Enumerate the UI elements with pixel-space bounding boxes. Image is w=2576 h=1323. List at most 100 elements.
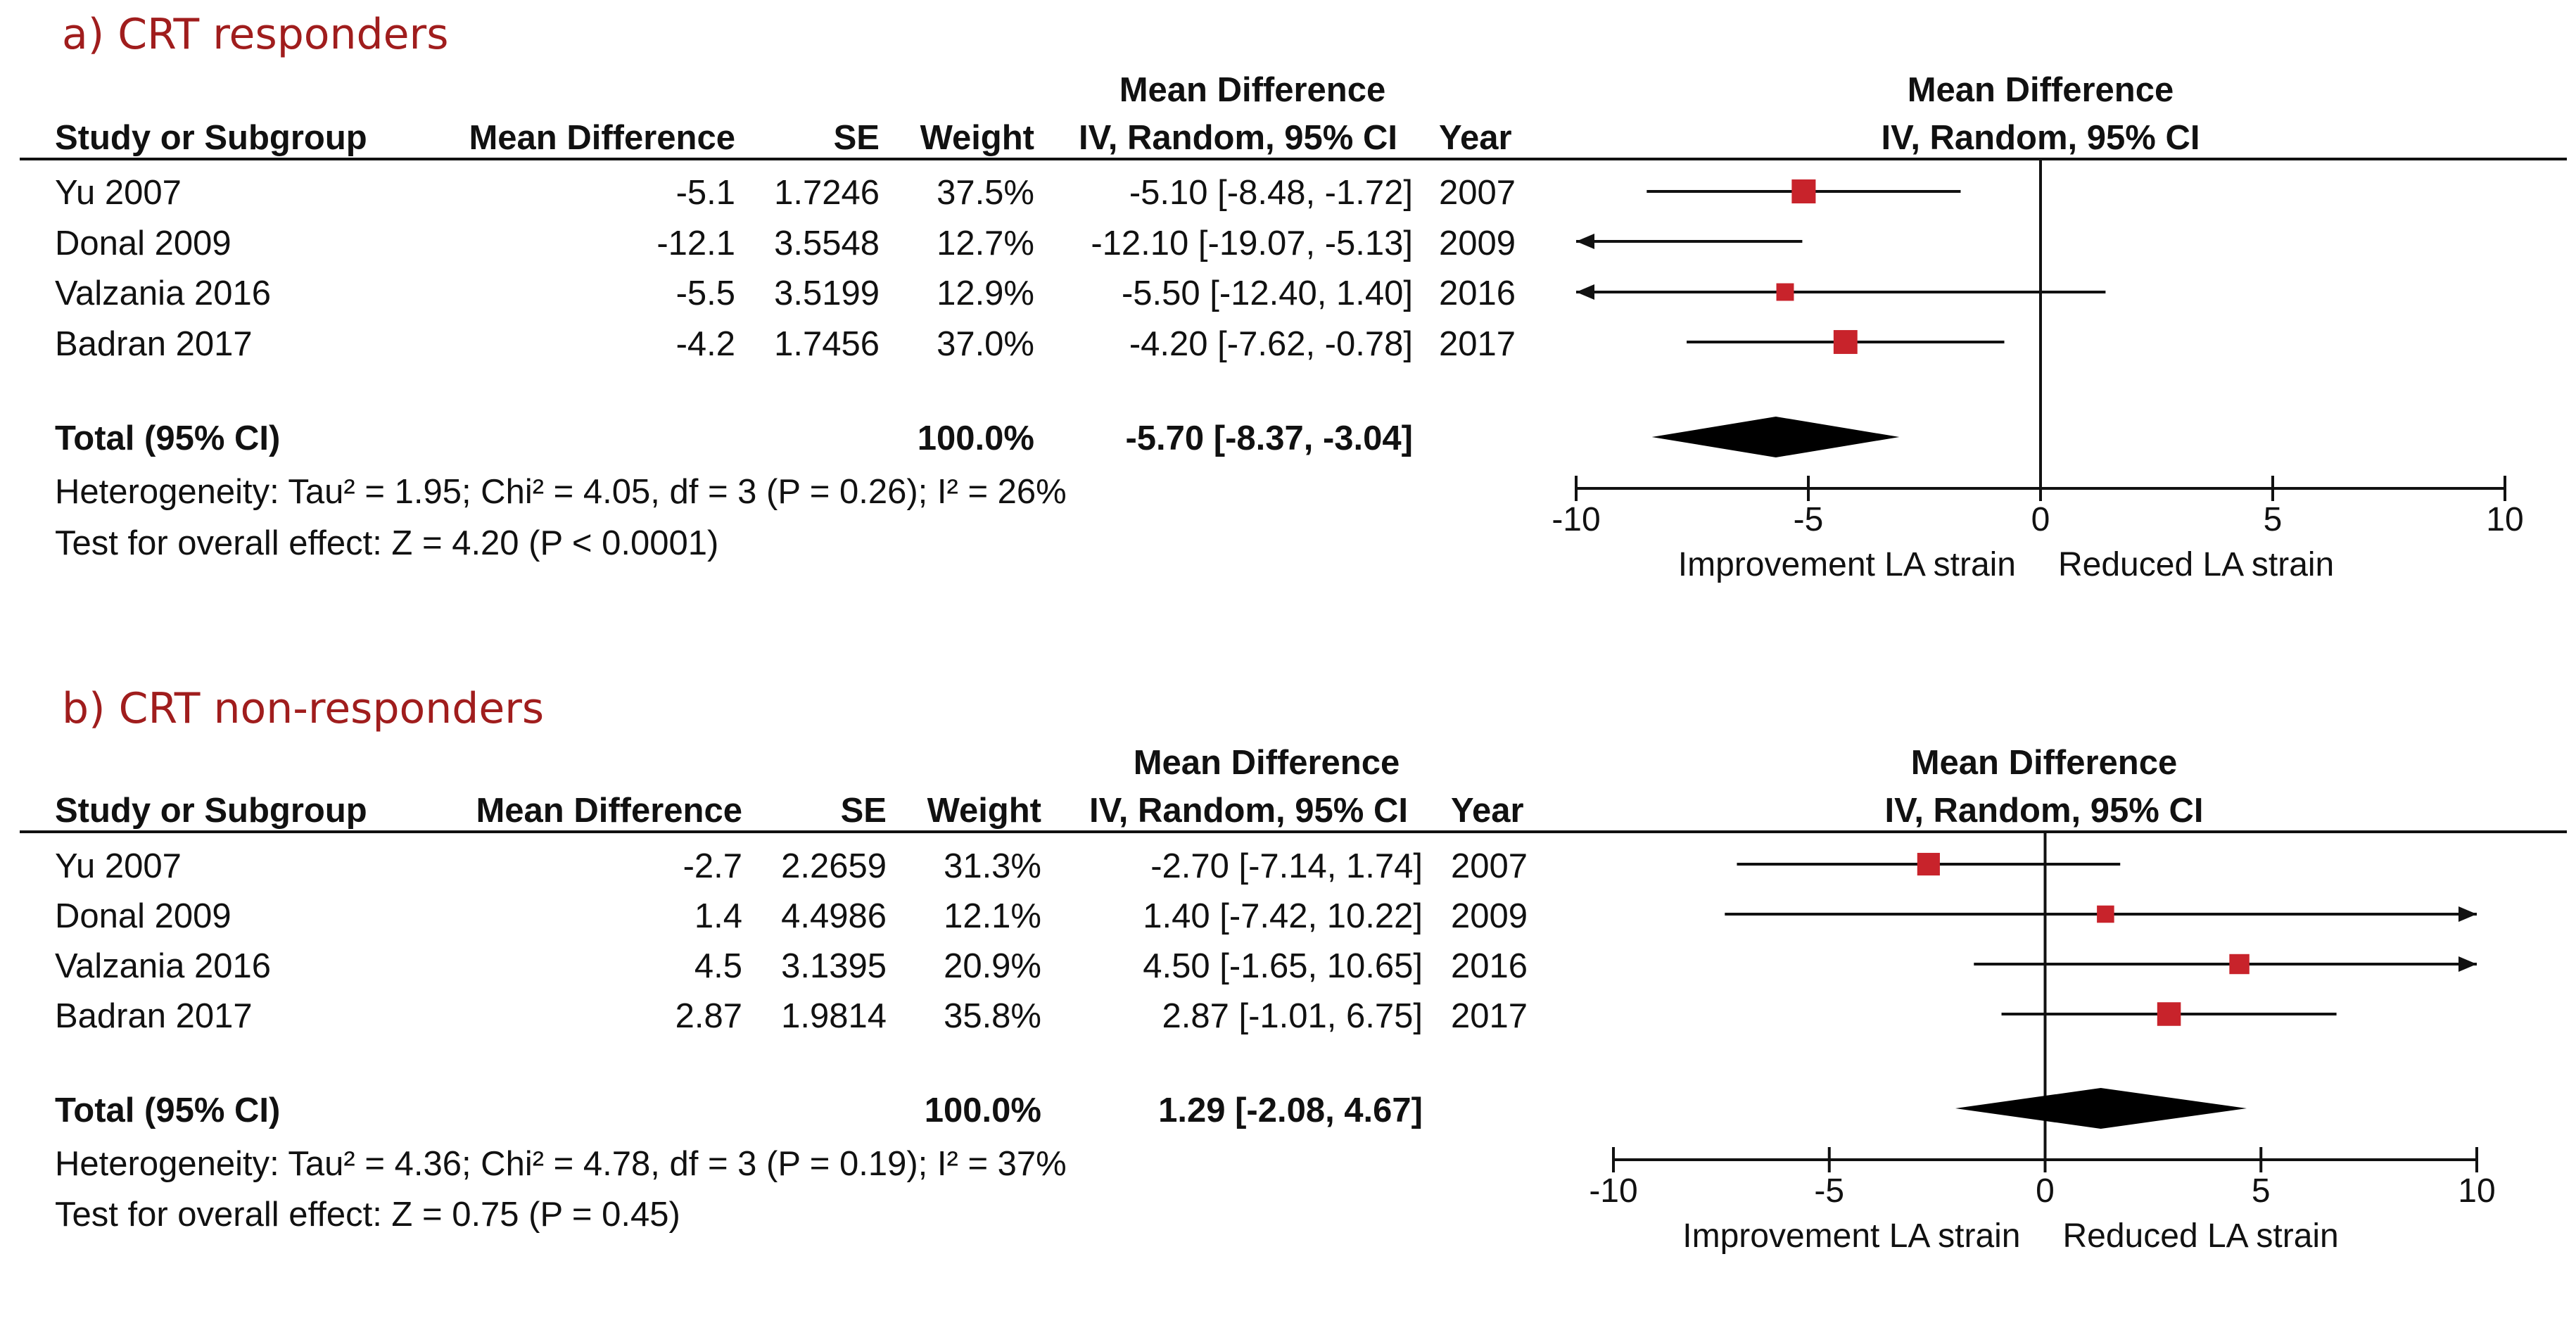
study-weight: 37.5% — [937, 174, 1034, 212]
study-mean-difference: -12.1 — [656, 224, 735, 262]
study-ci: -5.50 [-12.40, 1.40] — [1121, 274, 1413, 312]
study-year: 2009 — [1451, 897, 1528, 935]
study-weight: 12.7% — [937, 224, 1034, 262]
favours-left-label: Improvement LA strain — [1682, 1217, 2020, 1255]
x-tick-label: 0 — [2031, 501, 2050, 538]
study-name: Donal 2009 — [55, 897, 231, 935]
year-column-header: Year — [1451, 792, 1524, 830]
study-name: Yu 2007 — [55, 847, 182, 885]
heterogeneity-text: Heterogeneity: Tau² = 4.36; Chi² = 4.78,… — [55, 1145, 1067, 1183]
se-column-header: SE — [833, 119, 880, 157]
se-column-header: SE — [840, 792, 887, 830]
favours-left-label: Improvement LA strain — [1678, 546, 2016, 583]
study-mean-difference: -4.2 — [675, 325, 735, 363]
total-ci: -5.70 [-8.37, -3.04] — [1125, 419, 1413, 457]
x-tick-label: 5 — [2264, 501, 2283, 538]
point-estimate-marker — [2157, 1002, 2181, 1026]
study-weight: 20.9% — [944, 947, 1041, 985]
study-weight: 12.1% — [944, 897, 1041, 935]
ci-column-header: IV, Random, 95% CI — [1089, 792, 1408, 830]
x-tick-label: -10 — [1589, 1172, 1637, 1210]
header-rule — [20, 158, 2567, 160]
x-tick-label: 5 — [2252, 1172, 2271, 1210]
study-ci: -12.10 [-19.07, -5.13] — [1091, 224, 1413, 262]
study-se: 3.5548 — [774, 224, 880, 262]
study-se: 3.1395 — [781, 947, 887, 985]
study-year: 2009 — [1439, 224, 1516, 262]
total-label: Total (95% CI) — [55, 419, 281, 457]
plot-header-bottom: IV, Random, 95% CI — [1881, 119, 2200, 157]
study-se: 4.4986 — [781, 897, 887, 935]
year-column-header: Year — [1439, 119, 1512, 157]
x-tick-label: 0 — [2036, 1172, 2055, 1210]
pooled-diamond — [1955, 1088, 2247, 1129]
total-ci: 1.29 [-2.08, 4.67] — [1158, 1091, 1423, 1129]
point-estimate-marker — [1776, 283, 1794, 301]
total-weight: 100.0% — [917, 419, 1034, 457]
study-ci: -5.10 [-8.48, -1.72] — [1129, 174, 1413, 212]
study-name: Badran 2017 — [55, 997, 253, 1035]
point-estimate-marker — [2097, 905, 2114, 923]
study-se: 1.7246 — [774, 174, 880, 212]
forest-panel-responders: a) CRT responders Mean Difference Mean D… — [0, 0, 2576, 649]
study-mean-difference: 2.87 — [675, 997, 742, 1035]
weight-column-header: Weight — [920, 119, 1034, 157]
study-ci: -2.70 [-7.14, 1.74] — [1150, 847, 1423, 885]
forest-panel-non-responders: b) CRT non-responders Mean Difference Me… — [0, 674, 2576, 1323]
pooled-diamond — [1651, 417, 1900, 457]
panel-title: a) CRT responders — [62, 10, 449, 59]
panel-title: b) CRT non-responders — [62, 684, 545, 733]
study-mean-difference: -5.1 — [675, 174, 735, 212]
study-name: Donal 2009 — [55, 224, 231, 262]
study-year: 2007 — [1451, 847, 1528, 885]
favours-right-label: Reduced LA strain — [2058, 546, 2334, 583]
x-tick-label: 10 — [2458, 1172, 2495, 1210]
mean-difference-column-header: Mean Difference — [469, 119, 735, 157]
ci-arrow-right — [2458, 906, 2477, 922]
study-ci: 1.40 [-7.42, 10.22] — [1143, 897, 1423, 935]
study-mean-difference: 4.5 — [694, 947, 742, 985]
study-se: 1.9814 — [781, 997, 887, 1035]
point-estimate-marker — [2229, 954, 2250, 975]
study-weight: 31.3% — [944, 847, 1041, 885]
study-se: 3.5199 — [774, 274, 880, 312]
plot-header-top: Mean Difference — [1907, 71, 2174, 109]
study-mean-difference: -2.7 — [683, 847, 742, 885]
study-weight: 37.0% — [937, 325, 1034, 363]
study-column-header: Study or Subgroup — [55, 792, 367, 830]
study-name: Valzania 2016 — [55, 947, 271, 985]
ci-arrow-left — [1576, 234, 1594, 249]
study-year: 2016 — [1439, 274, 1516, 312]
study-mean-difference: -5.5 — [675, 274, 735, 312]
ci-column-header: IV, Random, 95% CI — [1079, 119, 1397, 157]
study-mean-difference: 1.4 — [694, 897, 742, 935]
x-tick-label: -5 — [1794, 501, 1824, 538]
study-ci: -4.20 [-7.62, -0.78] — [1129, 325, 1413, 363]
study-weight: 12.9% — [937, 274, 1034, 312]
study-name: Valzania 2016 — [55, 274, 271, 312]
point-estimate-marker — [1917, 852, 1940, 876]
plot-header-top: Mean Difference — [1910, 744, 2178, 782]
x-tick-label: -10 — [1552, 501, 1600, 538]
study-weight: 35.8% — [944, 997, 1041, 1035]
header-rule — [20, 830, 2567, 833]
favours-right-label: Reduced LA strain — [2063, 1217, 2339, 1255]
heterogeneity-text: Heterogeneity: Tau² = 1.95; Chi² = 4.05,… — [55, 473, 1067, 511]
study-name: Badran 2017 — [55, 325, 253, 363]
total-weight: 100.0% — [924, 1091, 1041, 1129]
point-estimate-marker — [1833, 330, 1858, 354]
overall-effect-text: Test for overall effect: Z = 4.20 (P < 0… — [55, 524, 719, 562]
study-year: 2016 — [1451, 947, 1528, 985]
study-se: 1.7456 — [774, 325, 880, 363]
total-label: Total (95% CI) — [55, 1091, 281, 1129]
study-name: Yu 2007 — [55, 174, 182, 212]
study-year: 2007 — [1439, 174, 1516, 212]
study-year: 2017 — [1451, 997, 1528, 1035]
point-estimate-marker — [1791, 179, 1816, 204]
ci-header-top: Mean Difference — [1119, 71, 1386, 109]
ci-header-top: Mean Difference — [1133, 744, 1400, 782]
study-se: 2.2659 — [781, 847, 887, 885]
plot-header-bottom: IV, Random, 95% CI — [1884, 792, 2204, 830]
ci-arrow-right — [2458, 956, 2477, 972]
study-ci: 4.50 [-1.65, 10.65] — [1143, 947, 1423, 985]
